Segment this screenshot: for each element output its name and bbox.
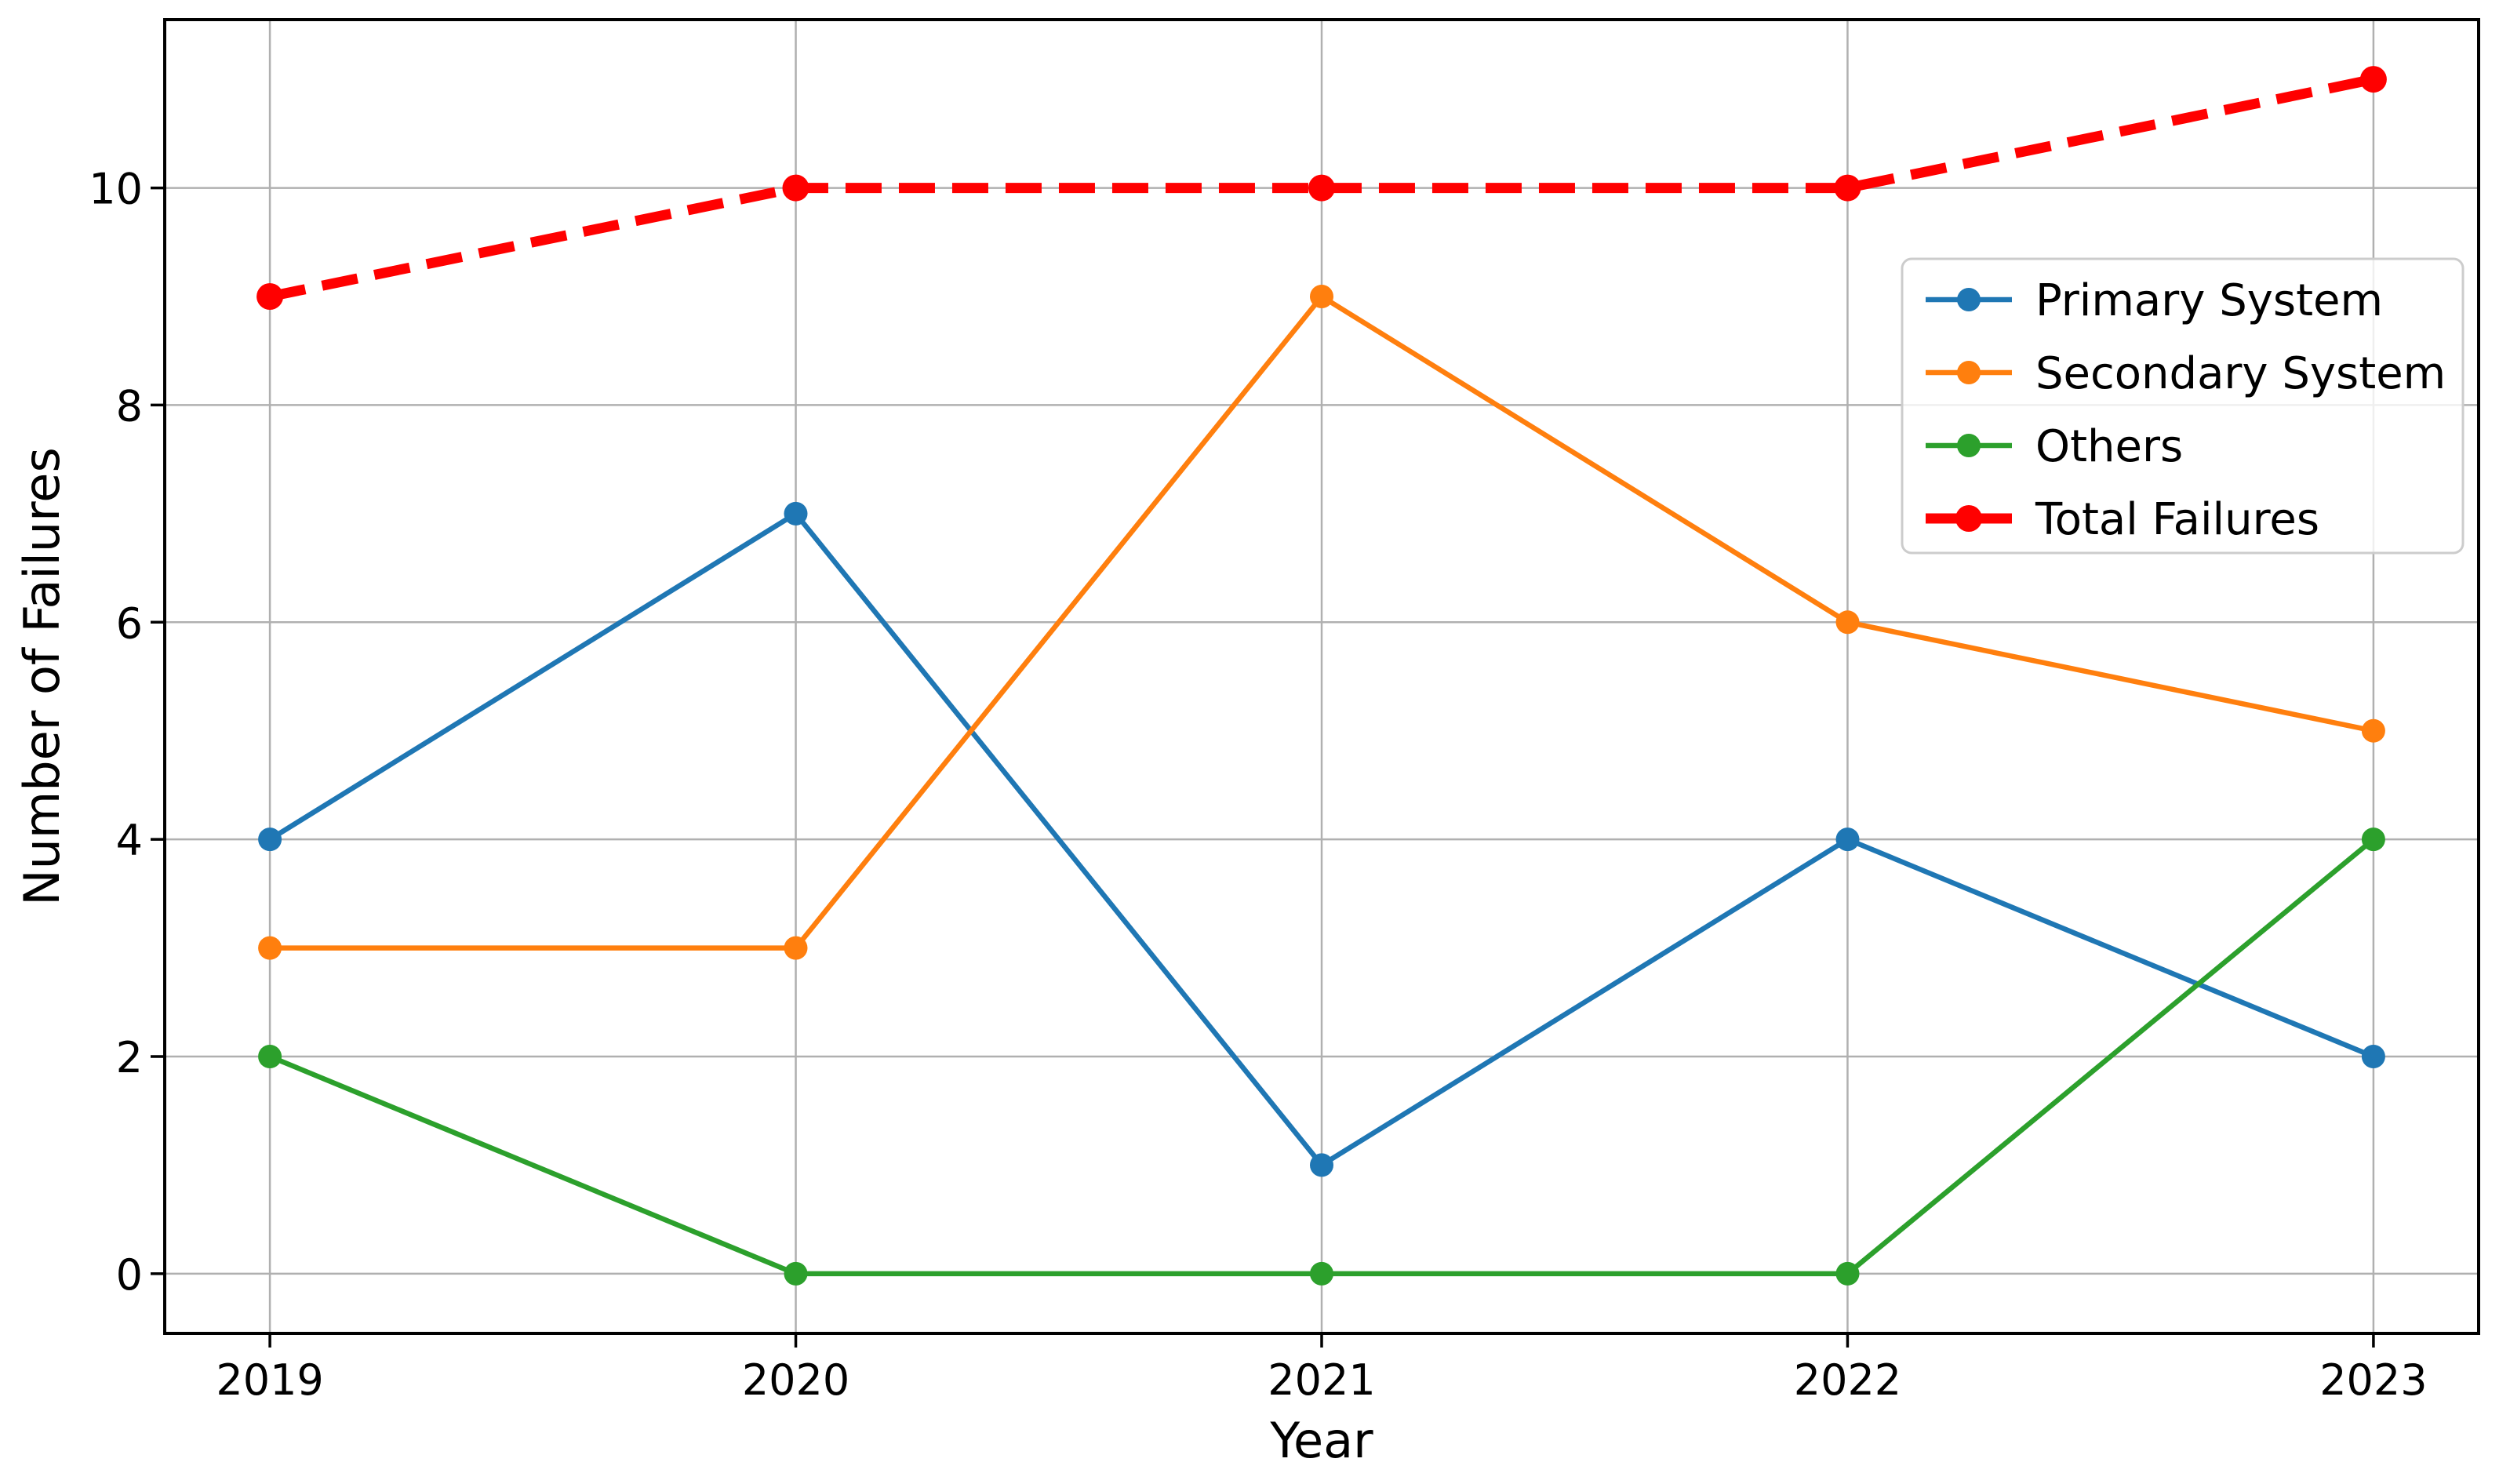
y-axis-title: Number of Failures	[13, 447, 71, 906]
legend-item-others: Others	[1926, 421, 2183, 472]
legend-marker-primary-system	[1957, 288, 1981, 311]
data-point-total-failures-2019	[256, 283, 284, 310]
data-point-primary-system-2022	[1835, 827, 1860, 852]
data-point-total-failures-2020	[782, 174, 809, 202]
data-point-total-failures-2022	[1834, 174, 1861, 202]
legend-box	[1901, 257, 2465, 555]
x-tick-label-2022: 2022	[1794, 1355, 1901, 1405]
x-axis-title: Year	[1269, 1412, 1373, 1469]
legend-label-total-failures: Total Failures	[2035, 494, 2319, 545]
x-tick-label-2023: 2023	[2319, 1355, 2427, 1405]
legend-item-primary-system: Primary System	[1926, 275, 2383, 326]
x-tick-label-2020: 2020	[742, 1355, 849, 1405]
x-axis: 2019 2020 2021 2022 2023	[216, 1333, 2428, 1405]
x-tick-label-2019: 2019	[216, 1355, 323, 1405]
y-axis: 0 2 4 6 8 10	[89, 165, 165, 1300]
legend-label-primary-system: Primary System	[2035, 275, 2383, 326]
legend-marker-others	[1957, 434, 1981, 457]
data-point-total-failures-2021	[1308, 174, 1335, 202]
series-secondary-system	[258, 285, 2385, 960]
x-tick-label-2021: 2021	[1268, 1355, 1375, 1405]
legend-marker-total-failures	[1955, 505, 1982, 532]
legend: Primary System Secondary System Others Tota…	[1901, 257, 2465, 555]
data-point-primary-system-2023	[2361, 1045, 2385, 1068]
data-point-others-2021	[1310, 1261, 1333, 1286]
data-point-primary-system-2020	[784, 501, 808, 526]
data-point-secondary-system-2022	[1835, 610, 1860, 635]
legend-label-secondary-system: Secondary System	[2035, 348, 2446, 399]
legend-item-secondary-system: Secondary System	[1926, 348, 2446, 399]
y-tick-label-8: 8	[116, 381, 143, 431]
legend-marker-secondary-system	[1957, 361, 1981, 384]
y-tick-label-2: 2	[116, 1033, 143, 1082]
data-point-others-2022	[1835, 1261, 1860, 1286]
data-point-secondary-system-2020	[784, 936, 808, 960]
legend-item-total-failures: Total Failures	[1926, 494, 2319, 545]
y-tick-label-10: 10	[89, 165, 143, 214]
data-point-primary-system-2021	[1310, 1153, 1333, 1177]
data-point-secondary-system-2019	[258, 936, 282, 960]
data-point-secondary-system-2021	[1310, 285, 1333, 308]
legend-label-others: Others	[2035, 421, 2183, 472]
series-others	[258, 827, 2385, 1286]
series-total-failures	[256, 66, 2387, 310]
y-tick-label-6: 6	[116, 598, 143, 648]
series-line-total-failures	[268, 74, 2375, 302]
data-point-others-2023	[2361, 827, 2385, 852]
data-point-others-2019	[258, 1045, 282, 1068]
data-point-primary-system-2019	[258, 827, 282, 852]
series-primary-system	[258, 501, 2385, 1177]
data-point-others-2020	[784, 1261, 808, 1286]
y-tick-label-4: 4	[116, 816, 143, 865]
y-tick-label-0: 0	[116, 1250, 143, 1300]
data-point-total-failures-2023	[2359, 66, 2387, 93]
data-point-secondary-system-2023	[2361, 718, 2385, 743]
